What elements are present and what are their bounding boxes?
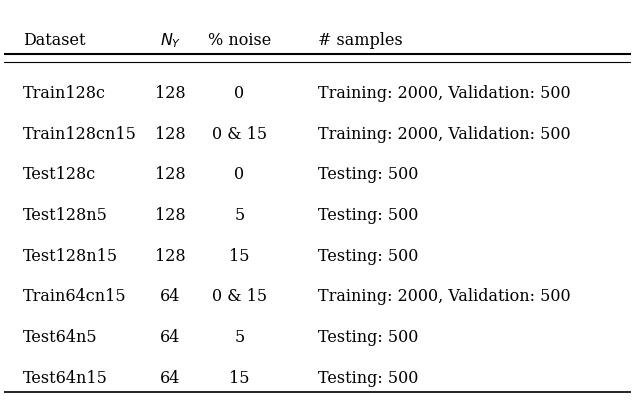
Text: Testing: 500: Testing: 500 (317, 166, 418, 183)
Text: Testing: 500: Testing: 500 (317, 248, 418, 265)
Text: Dataset: Dataset (23, 32, 86, 49)
Text: 15: 15 (229, 248, 250, 265)
Text: Train64cn15: Train64cn15 (23, 288, 127, 305)
Text: 15: 15 (229, 370, 250, 386)
Text: 128: 128 (155, 248, 186, 265)
Text: $N_Y$: $N_Y$ (159, 32, 181, 50)
Text: 128: 128 (155, 166, 186, 183)
Text: 5: 5 (234, 329, 244, 346)
Text: 128: 128 (155, 207, 186, 224)
Text: % noise: % noise (208, 32, 271, 49)
Text: Train128c: Train128c (23, 85, 106, 102)
Text: Test128n5: Test128n5 (23, 207, 108, 224)
Text: 5: 5 (234, 207, 244, 224)
Text: # samples: # samples (317, 32, 403, 49)
Text: 0: 0 (234, 85, 244, 102)
Text: Training: 2000, Validation: 500: Training: 2000, Validation: 500 (317, 126, 570, 143)
Text: Train128cn15: Train128cn15 (23, 126, 137, 143)
Text: Test128c: Test128c (23, 166, 96, 183)
Text: Testing: 500: Testing: 500 (317, 329, 418, 346)
Text: Testing: 500: Testing: 500 (317, 207, 418, 224)
Text: 64: 64 (160, 288, 180, 305)
Text: 0: 0 (234, 166, 244, 183)
Text: Test64n15: Test64n15 (23, 370, 108, 386)
Text: Test64n5: Test64n5 (23, 329, 98, 346)
Text: Test128n15: Test128n15 (23, 248, 118, 265)
Text: 64: 64 (160, 370, 180, 386)
Text: 128: 128 (155, 126, 186, 143)
Text: 128: 128 (155, 85, 186, 102)
Text: 64: 64 (160, 329, 180, 346)
Text: Training: 2000, Validation: 500: Training: 2000, Validation: 500 (317, 288, 570, 305)
Text: Training: 2000, Validation: 500: Training: 2000, Validation: 500 (317, 85, 570, 102)
Text: Testing: 500: Testing: 500 (317, 370, 418, 386)
Text: 0 & 15: 0 & 15 (212, 126, 267, 143)
Text: 0 & 15: 0 & 15 (212, 288, 267, 305)
